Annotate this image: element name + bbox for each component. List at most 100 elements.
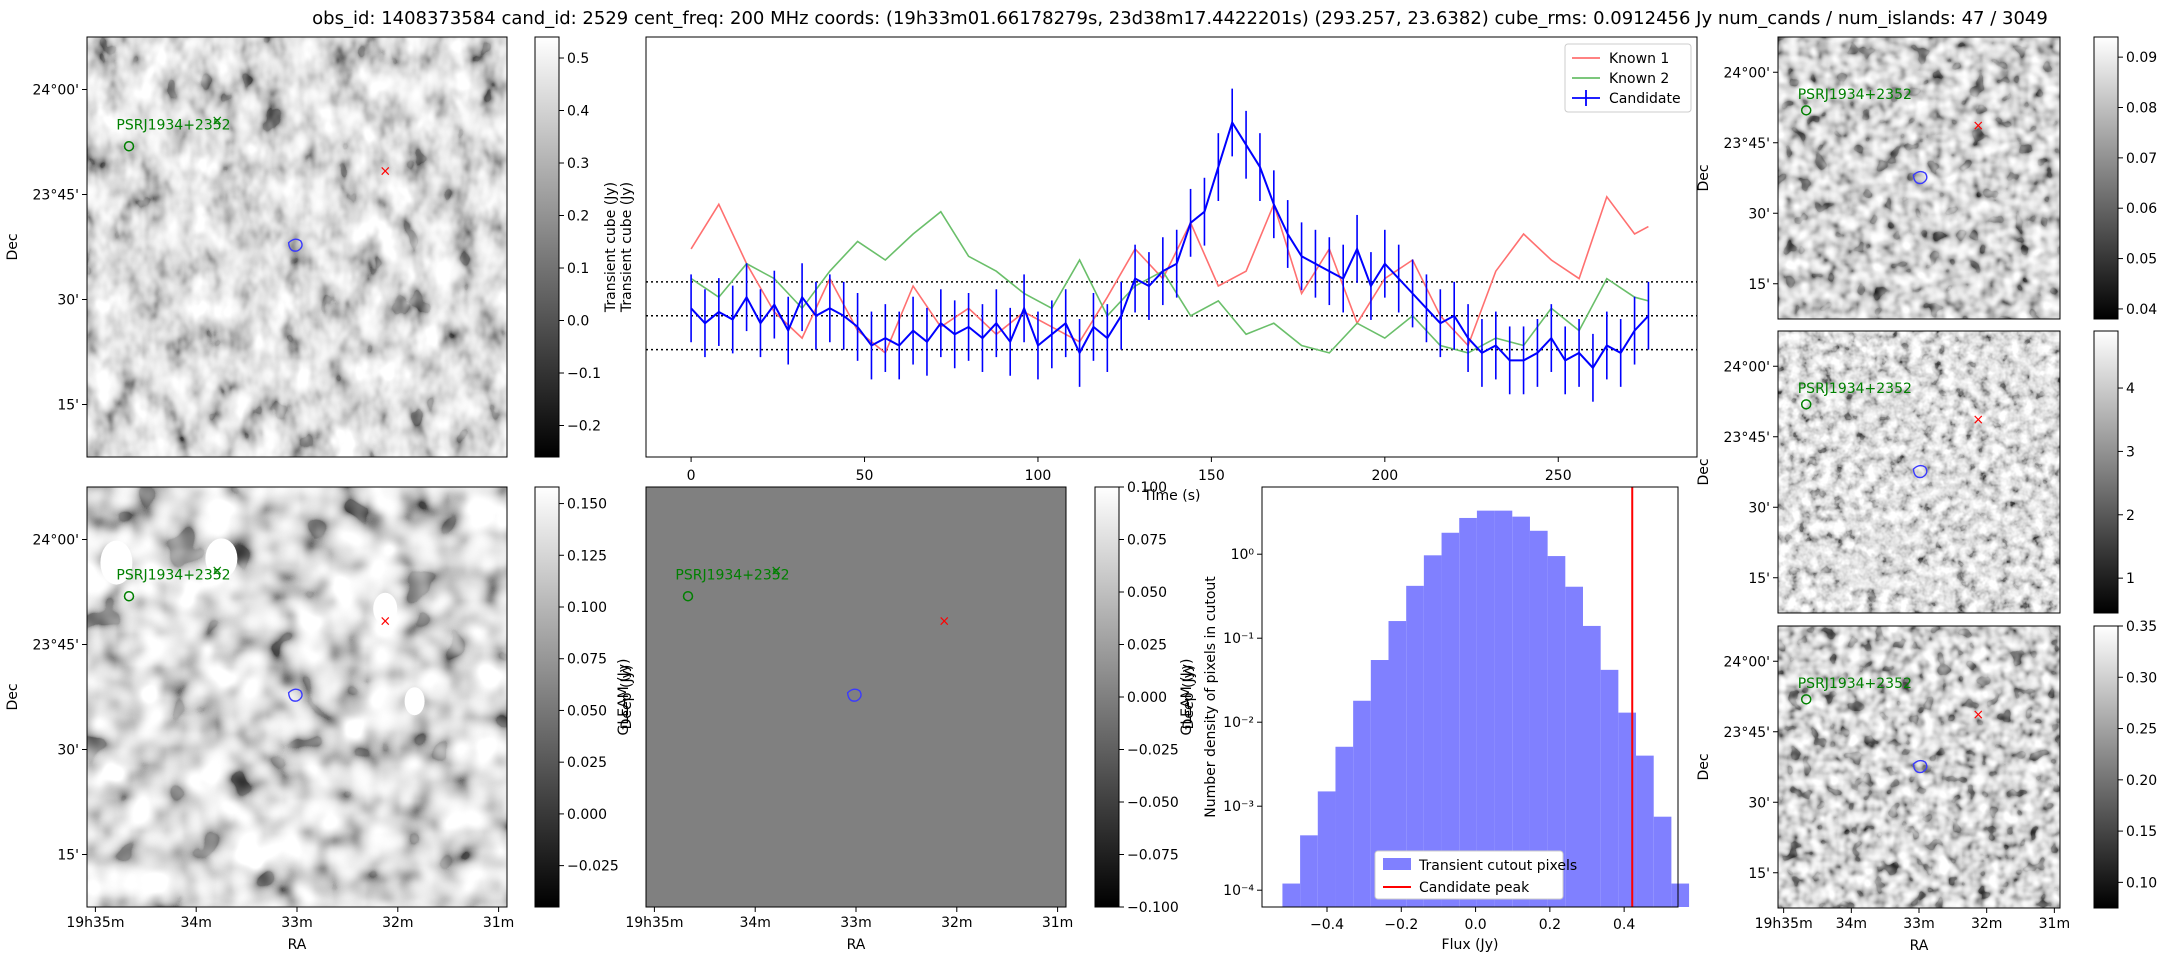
gleam-image-source-circle — [682, 590, 694, 602]
transient-cube-image-cbar-tick-label: 0.3 — [567, 156, 589, 172]
histogram-bar — [1388, 621, 1407, 907]
rms-image-candidate-marker: × — [1972, 118, 1984, 134]
histogram-xtick-label: 0.0 — [1464, 917, 1486, 933]
rms-image-cbar-tick-label: 0.05 — [2126, 252, 2157, 268]
histogram-bar — [1317, 791, 1336, 907]
histogram-bar — [1671, 883, 1690, 907]
histogram-bar — [1494, 510, 1513, 907]
rms-image-cbar-tick-label: 0.04 — [2126, 302, 2157, 318]
gleam-image-xtick-label: 33m — [840, 915, 871, 931]
spike-image-ylabel: Dec — [1696, 458, 1712, 485]
spike-image-source-circle — [1800, 399, 1812, 410]
spike-image-colorbar — [2093, 330, 2119, 614]
spike-image-ytick-label: 30' — [1748, 500, 1770, 516]
light-curve-ylabel: Transient cube (Jy) — [603, 182, 619, 313]
known-2-series-line — [690, 210, 1649, 354]
tcg-image-ytick-label: 15' — [1748, 866, 1770, 882]
deep-image-ytick-label: 23°45' — [33, 638, 79, 654]
tcg-image-xtick-label: 34m — [1836, 916, 1867, 932]
gleam-image-xtick-label: 31m — [1042, 915, 1073, 931]
rms-image-colorbar — [2093, 36, 2119, 320]
histogram-bar — [1406, 585, 1424, 907]
gleam-image-cbar-tick-label: 0.025 — [1127, 638, 1167, 654]
transient-cube-image-candidate-contour — [287, 238, 303, 252]
legend-label: Transient cutout pixels — [1418, 858, 1577, 874]
tcg-image-cbar-tick-label: 0.30 — [2126, 670, 2157, 686]
rms-image-source-circle — [1800, 105, 1812, 116]
gleam-image-cbar-tick-label: −0.025 — [1127, 743, 1179, 759]
gleam-image-xtick-label: 34m — [739, 915, 770, 931]
gleam-image-source-label: PSRJ1934+2352 — [675, 567, 789, 583]
spike-image-cbar-tick-label: 1 — [2126, 571, 2135, 587]
tcg-image-xtick-label: 19h35m — [1755, 916, 1813, 932]
deep-image-bright-source — [100, 540, 133, 585]
transient-cube-image-ytick-label: 24°00' — [33, 83, 79, 99]
deep-image-cbar-tick-label: 0.050 — [567, 703, 607, 719]
deep-image-cbar-tick-label: 0.100 — [567, 600, 607, 616]
gleam-image-colorbar — [1094, 486, 1120, 908]
transient-cube-image-source-label: PSRJ1934+2352 — [116, 117, 230, 133]
spike-image-cbar-tick-label: 2 — [2126, 508, 2135, 524]
known-1-series-line — [690, 195, 1649, 355]
deep-image-candidate-marker: × — [379, 614, 391, 630]
gleam-image-cbar-tick-label: 0.075 — [1127, 533, 1167, 549]
gleam-image-candidate-contour — [846, 688, 862, 702]
legend-box — [1374, 850, 1564, 900]
gleam-image-cbar-label: GLEAM (Jy) — [1179, 659, 1195, 736]
deep-image-candidate-contour — [287, 688, 303, 702]
histogram-bar — [1441, 532, 1460, 907]
gleam-image-cbar-tick-label: −0.050 — [1127, 795, 1179, 811]
histogram-ytick-label: 10⁻² — [1223, 715, 1254, 731]
histogram-xtick-label: 0.4 — [1613, 917, 1635, 933]
spike-image-frame — [1777, 330, 2061, 614]
histogram-xlabel: Flux (Jy) — [1442, 937, 1499, 953]
tcg-image-ytick-label: 30' — [1748, 795, 1770, 811]
deep-image-xtick-label: 19h35m — [66, 915, 124, 931]
rms-image-cbar-tick-label: 0.09 — [2126, 50, 2157, 66]
tcg-image-candidate-contour — [1912, 759, 1928, 774]
deep-image-xtick-label: 32m — [382, 915, 413, 931]
light-curve-xtick-label: 150 — [1198, 468, 1225, 484]
deep-image-xlabel: RA — [288, 937, 307, 953]
tcg-image-cbar-tick-label: 0.15 — [2126, 824, 2157, 840]
candidate-series-line — [690, 120, 1650, 370]
rms-image-frame — [1777, 36, 2061, 320]
histogram-bar — [1353, 700, 1371, 907]
gleam-image-cbar-tick-label: 0.100 — [1127, 480, 1167, 496]
transient-cube-image-frame — [86, 36, 508, 458]
histogram-ytick-label: 10⁻¹ — [1223, 631, 1254, 647]
histogram-bar — [1636, 755, 1654, 907]
spike-image-cbar-tick-label: 4 — [2126, 381, 2135, 397]
tcg-image-cbar-tick-label: 0.20 — [2126, 773, 2157, 789]
gleam-image-pixels — [646, 487, 1066, 907]
light-curve-xtick-label: 0 — [687, 468, 696, 484]
rms-image-ytick-label: 23°45' — [1724, 136, 1770, 152]
transient-cube-image-ytick-label: 30' — [57, 293, 79, 309]
tcg-image-source-label: PSRJ1934+2352 — [1798, 676, 1912, 692]
deep-image-bright-source — [373, 592, 398, 625]
spike-image-cbar-tick-label: 3 — [2126, 444, 2135, 460]
rms-image-ytick-label: 24°00' — [1724, 65, 1770, 81]
deep-image-pixels — [87, 487, 507, 907]
rms-image-pixels — [1778, 37, 2060, 319]
histogram-bar — [1423, 555, 1442, 907]
histogram-bar — [1476, 510, 1495, 907]
gleam-image-known-marker: × — [770, 563, 782, 579]
light-curve-xtick-label: 200 — [1371, 468, 1398, 484]
tcg-image-source-circle — [1800, 694, 1812, 705]
histogram-bar — [1282, 883, 1301, 907]
light-curve-xtick-label: 100 — [1025, 468, 1052, 484]
deep-image-source-circle — [123, 590, 135, 602]
light-curve-frame — [645, 36, 1698, 458]
gleam-image-cbar-tick-label: 0.050 — [1127, 585, 1167, 601]
tcg-image-xtick-label: 32m — [1971, 916, 2002, 932]
deep-image-bright-source — [205, 538, 238, 579]
histogram-bar — [1547, 556, 1566, 907]
figure-title: obs_id: 1408373584 cand_id: 2529 cent_fr… — [312, 8, 2048, 29]
deep-image-cbar-label: Deep (Jy) — [619, 665, 635, 730]
rms-image-ylabel: Dec — [1696, 164, 1712, 191]
deep-image-colorbar — [534, 486, 560, 908]
histogram-ytick-label: 10⁰ — [1231, 547, 1255, 563]
tcg-image-ytick-label: 23°45' — [1724, 725, 1770, 741]
tcg-image-ylabel: Dec — [1696, 753, 1712, 780]
